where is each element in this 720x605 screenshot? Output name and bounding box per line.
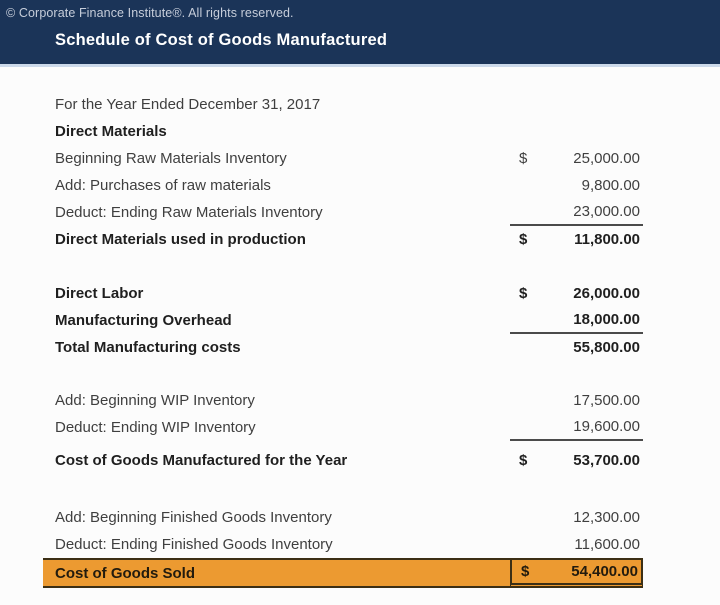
currency-symbol: $ <box>519 231 528 248</box>
row-amount-cell: $25,000.00 <box>510 145 643 172</box>
amount-value: 25,000.00 <box>573 150 640 167</box>
page-title: Schedule of Cost of Goods Manufactured <box>55 31 388 49</box>
statement-row: Add: Beginning Finished Goods Inventory 1… <box>55 504 643 531</box>
row-label: Cost of Goods Manufactured for the Year <box>55 452 348 469</box>
statement-row: Deduct: Ending WIP Inventory 19,600.00 <box>55 414 643 441</box>
statement-row: Cost of Goods Manufactured for the Year $… <box>55 447 643 474</box>
row-amount-cell: 23,000.00 <box>510 199 643 226</box>
row-label: Beginning Raw Materials Inventory <box>55 150 287 167</box>
row-amount-cell: 11,600.00 <box>510 531 643 558</box>
row-label: Add: Beginning WIP Inventory <box>55 392 255 409</box>
statement: For the Year Ended December 31, 2017 Dir… <box>0 67 720 588</box>
row-amount-cell: $26,000.00 <box>510 280 643 307</box>
statement-row: Add: Beginning WIP Inventory 17,500.00 <box>55 387 643 414</box>
statement-row: Direct Labor $26,000.00 <box>55 280 643 307</box>
statement-row: Deduct: Ending Finished Goods Inventory 1… <box>55 531 643 558</box>
row-amount-cell: 55,800.00 <box>510 334 643 361</box>
row-amount-cell: $11,800.00 <box>510 226 643 253</box>
row-label: Manufacturing Overhead <box>55 312 232 329</box>
row-label: Deduct: Ending WIP Inventory <box>55 419 256 436</box>
statement-row: Deduct: Ending Raw Materials Inventory 23… <box>55 199 643 226</box>
row-label: Deduct: Ending Finished Goods Inventory <box>55 536 333 553</box>
statement-rows: Direct Materials Beginning Raw Materials … <box>43 118 643 588</box>
amount-value: 54,400.00 <box>571 563 638 580</box>
amount-value: 19,600.00 <box>573 418 640 435</box>
row-amount-cell: $53,700.00 <box>510 447 643 474</box>
statement-row: Direct Materials used in production $11,8… <box>55 226 643 253</box>
amount-value: 55,800.00 <box>573 339 640 356</box>
row-amount-cell: 18,000.00 <box>510 307 643 334</box>
amount-value: 53,700.00 <box>573 452 640 469</box>
row-amount-cell: 17,500.00 <box>510 387 643 414</box>
amount-value: 9,800.00 <box>581 177 640 194</box>
row-label: Direct Materials used in production <box>55 231 306 248</box>
statement-row: Add: Purchases of raw materials 9,800.00 <box>55 172 643 199</box>
row-label: Direct Materials <box>55 123 167 140</box>
row-label: Add: Purchases of raw materials <box>55 177 271 194</box>
statement-row: Total Manufacturing costs 55,800.00 <box>55 334 643 361</box>
currency-symbol: $ <box>519 150 528 167</box>
currency-symbol: $ <box>519 285 528 302</box>
statement-row: Manufacturing Overhead 18,000.00 <box>55 307 643 334</box>
copyright-notice: © Corporate Finance Institute®. All righ… <box>6 6 294 20</box>
amount-value: 18,000.00 <box>573 311 640 328</box>
amount-value: 23,000.00 <box>573 203 640 220</box>
row-amount-cell: 19,600.00 <box>510 414 643 441</box>
statement-total-row: Cost of Goods Sold $54,400.00 <box>43 558 643 588</box>
row-amount-cell <box>510 118 643 145</box>
statement-row: Beginning Raw Materials Inventory $25,000… <box>55 145 643 172</box>
header-bar: © Corporate Finance Institute®. All righ… <box>0 0 720 67</box>
amount-value: 26,000.00 <box>573 285 640 302</box>
row-amount-cell: $54,400.00 <box>510 558 643 588</box>
row-amount-cell: 9,800.00 <box>510 172 643 199</box>
currency-symbol: $ <box>521 563 530 580</box>
statement-row: Direct Materials <box>55 118 643 145</box>
row-amount-cell: 12,300.00 <box>510 504 643 531</box>
row-label: Total Manufacturing costs <box>55 339 241 356</box>
statement-period: For the Year Ended December 31, 2017 <box>55 96 321 113</box>
amount-value: 17,500.00 <box>573 392 640 409</box>
row-label: Direct Labor <box>55 285 144 302</box>
amount-value: 12,300.00 <box>573 509 640 526</box>
amount-value: 11,600.00 <box>574 536 640 553</box>
currency-symbol: $ <box>519 452 528 469</box>
amount-value: 11,800.00 <box>574 231 640 248</box>
row-label: Add: Beginning Finished Goods Inventory <box>55 509 332 526</box>
row-label: Deduct: Ending Raw Materials Inventory <box>55 204 323 221</box>
row-label: Cost of Goods Sold <box>43 558 510 588</box>
